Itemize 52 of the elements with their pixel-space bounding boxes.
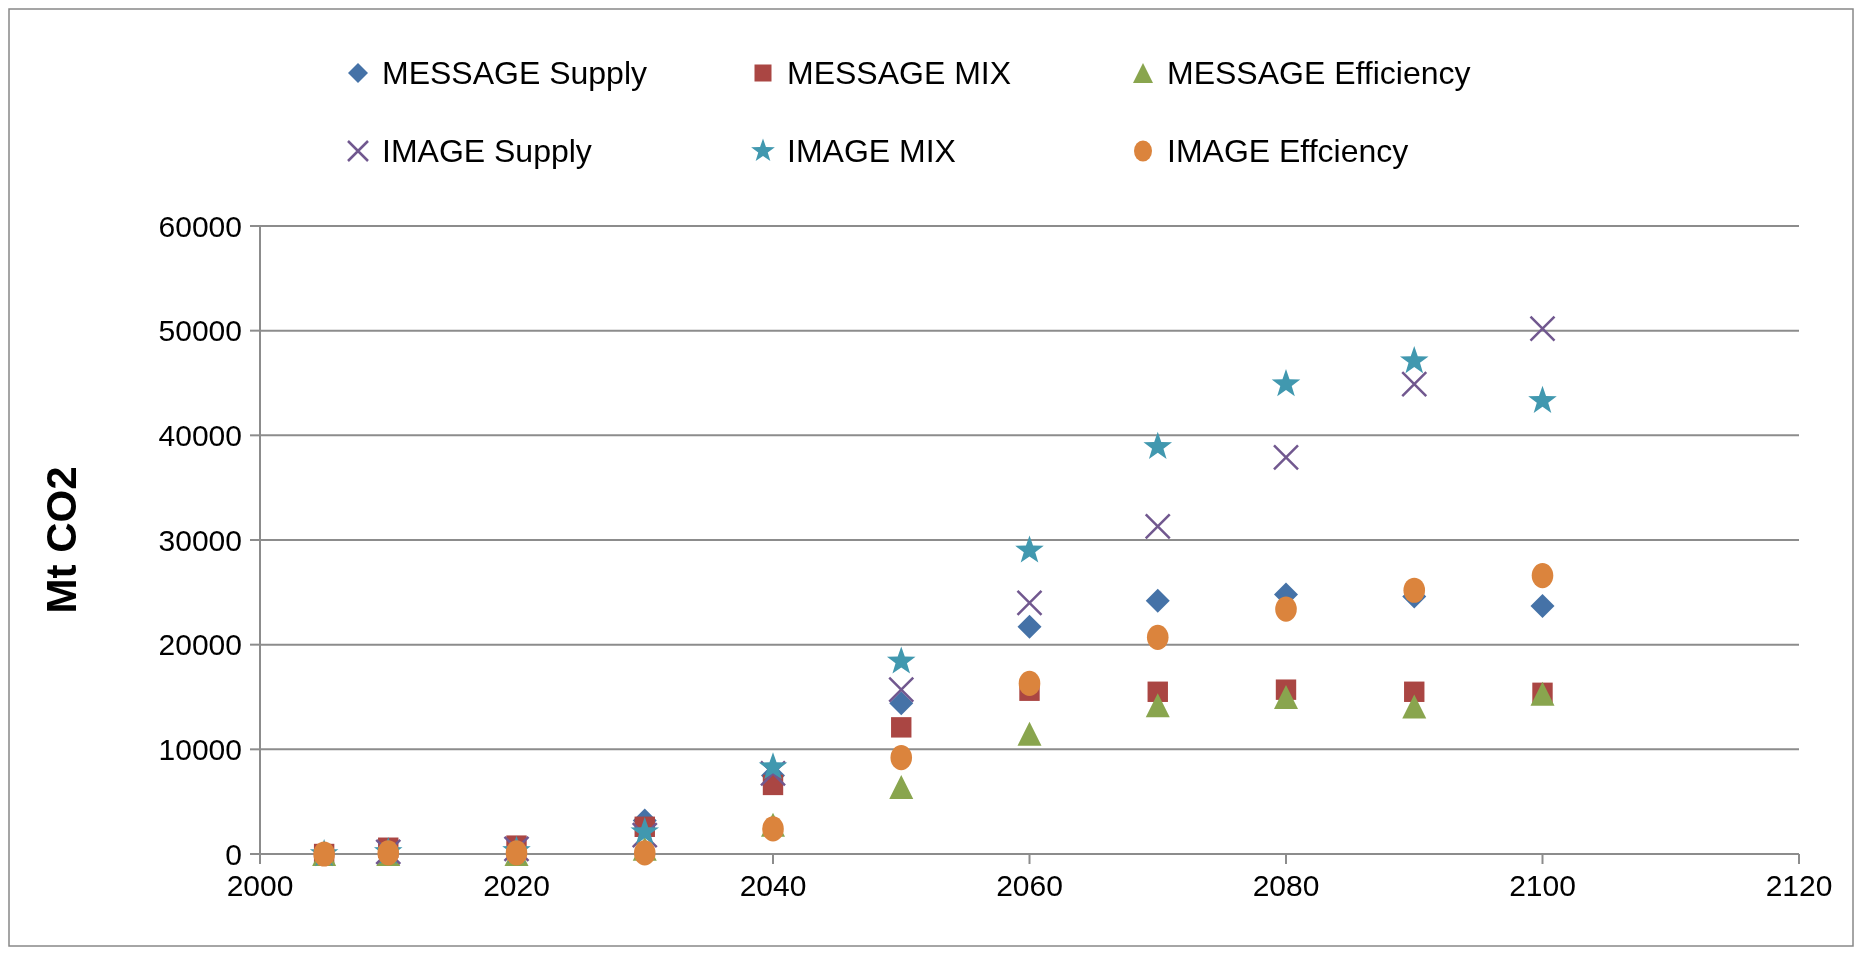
point (1017, 614, 1042, 639)
point (762, 816, 784, 842)
x-tick-label: 2020 (483, 869, 550, 902)
legend-label: MESSAGE MIX (787, 55, 1012, 92)
point (886, 646, 916, 674)
point (1272, 444, 1300, 471)
point (891, 717, 912, 738)
legend-label: IMAGE Effciency (1167, 133, 1409, 170)
point (1017, 721, 1042, 746)
x-tick-label: 2080 (1252, 869, 1320, 902)
point (1401, 370, 1428, 398)
y-tick-label: 40000 (158, 418, 242, 452)
legend-label: IMAGE Supply (382, 133, 592, 170)
point (889, 691, 914, 716)
point (758, 752, 788, 780)
point (1144, 513, 1171, 540)
legend-label: MESSAGE Efficiency (1167, 55, 1471, 92)
point (1399, 346, 1429, 374)
point (888, 676, 915, 703)
y-tick-label: 0 (225, 837, 242, 871)
point (1145, 588, 1170, 613)
x-tick-label: 2120 (1765, 869, 1833, 902)
point (1146, 624, 1169, 650)
x-tick-label: 2060 (996, 869, 1063, 902)
point (1145, 693, 1170, 718)
point (1403, 577, 1426, 603)
y-tick-label: 50000 (158, 314, 242, 348)
point (1275, 596, 1297, 622)
legend-label: IMAGE MIX (787, 133, 956, 170)
x-tick-label: 2040 (739, 869, 807, 902)
point (1402, 694, 1427, 719)
y-tick-label: 60000 (158, 209, 242, 243)
y-tick-label: 10000 (158, 732, 242, 766)
point (889, 775, 914, 800)
point (633, 840, 656, 866)
point (1016, 589, 1043, 617)
point (1531, 562, 1554, 589)
x-tick-label: 2000 (226, 869, 294, 902)
point (1143, 431, 1173, 459)
y-tick-label: 20000 (158, 628, 242, 662)
point (1274, 685, 1298, 709)
point (1530, 593, 1555, 618)
x-tick-label: 2100 (1509, 869, 1576, 902)
point (1015, 535, 1044, 563)
y-tick-label: 30000 (158, 523, 242, 557)
point (1528, 385, 1557, 413)
point (1271, 369, 1301, 397)
y-axis-title: Mt CO2 (38, 466, 85, 614)
legend-label: MESSAGE Supply (382, 55, 647, 92)
point (1529, 315, 1556, 342)
point (1018, 670, 1041, 696)
point (890, 745, 913, 771)
